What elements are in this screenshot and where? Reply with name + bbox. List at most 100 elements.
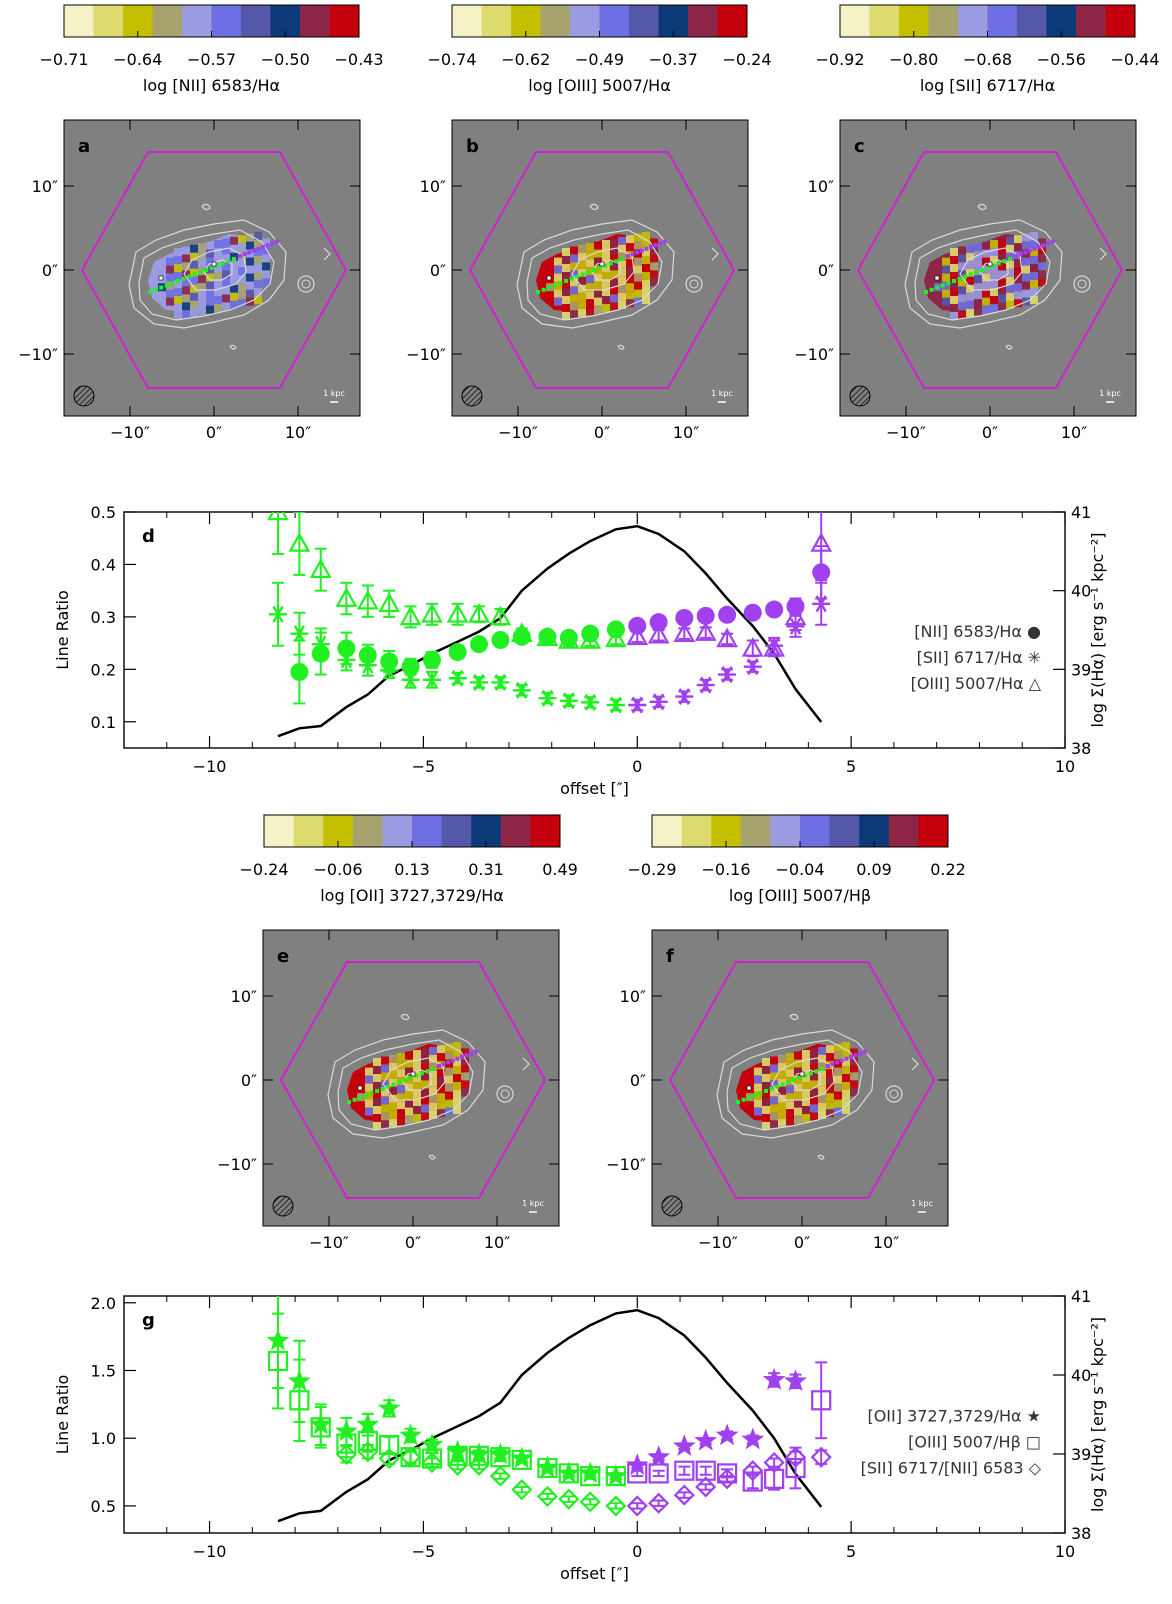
blob-pixel (570, 254, 578, 263)
data-point (674, 1460, 695, 1481)
blob-pixel (982, 241, 990, 250)
blob-pixel (786, 1109, 794, 1118)
aperture-green (187, 274, 192, 279)
blob-pixel (602, 256, 610, 264)
blob-pixel (942, 289, 950, 298)
blob-pixel (166, 265, 174, 274)
halpha-contour-knot (1077, 279, 1087, 289)
blob-pixel (850, 1088, 858, 1097)
blob-pixel (586, 243, 594, 252)
halpha-contour-knot (297, 275, 315, 293)
data-point (489, 1465, 511, 1487)
aperture-green (580, 272, 585, 277)
blob-pixel (602, 264, 610, 272)
blob-pixel (206, 241, 214, 250)
blob-pixel (437, 1077, 445, 1086)
aperture-marker (357, 1085, 363, 1091)
blob-pixel (634, 257, 642, 266)
blob-pixel (230, 236, 238, 245)
aperture-purple (826, 1064, 830, 1068)
data-point (605, 1495, 627, 1517)
aperture-green (780, 1082, 785, 1087)
halpha-contour (526, 229, 663, 321)
data-point-diamond (695, 1476, 717, 1498)
colorbar-tick-label: −0.49 (575, 50, 624, 69)
aperture-purple (473, 1049, 478, 1054)
aperture-purple (644, 246, 649, 251)
data-point (784, 602, 807, 631)
blob-pixel (405, 1067, 413, 1076)
blob-pixel (214, 288, 222, 296)
aperture-purple (1037, 245, 1041, 249)
blob-pixel (254, 288, 262, 296)
map-y-tick-label: 0″ (241, 1071, 257, 1090)
blob-pixel (1022, 241, 1030, 250)
halpha-contour-small (617, 344, 625, 350)
data-point-asterisk (422, 671, 441, 689)
blob-pixel (778, 1094, 786, 1103)
blob-pixel (850, 1056, 858, 1065)
colorbar-b: −0.74 −0.62 −0.49 −0.37 −0.24 log [OIII] 5007… (427, 4, 772, 95)
data-point (673, 622, 696, 642)
blob-pixel (373, 1114, 381, 1122)
data-point (673, 1484, 695, 1506)
data-point-square (289, 1390, 310, 1411)
data-point-triangle (267, 512, 289, 521)
blob-pixel (397, 1093, 405, 1102)
blob-pixel (610, 278, 618, 287)
blob-pixel (461, 1056, 469, 1065)
blob-pixel (373, 1106, 381, 1114)
blob-pixel (1038, 238, 1046, 247)
map-ticks (652, 930, 948, 1226)
blob-pixel (570, 302, 578, 311)
scale-bar-label: 1 kpc (1099, 389, 1121, 398)
data-point-triangle (309, 558, 332, 578)
aperture-purple (256, 246, 261, 251)
data-point (580, 1466, 601, 1487)
data-point-diamond (421, 1452, 443, 1474)
data-point-circle (422, 650, 441, 669)
colorbar-swatch (652, 815, 683, 847)
blob-pixel (762, 1122, 770, 1130)
blob-pixel (818, 1070, 826, 1079)
colorbar-swatch (570, 5, 600, 37)
blob-pixel (942, 281, 950, 290)
halpha-contour-small (1005, 344, 1013, 350)
blob-pixel (198, 299, 206, 308)
colorbar-tick-label: −0.68 (963, 50, 1012, 69)
blob-pixel (578, 308, 586, 317)
data-point (289, 1358, 310, 1442)
data-point-star (694, 1428, 718, 1451)
data-point-triangle (335, 587, 358, 607)
blob-pixel (794, 1099, 802, 1108)
aperture-green (159, 285, 164, 290)
blob-pixel (618, 268, 626, 277)
aperture-green (957, 276, 962, 281)
blob-pixel (770, 1056, 778, 1065)
data-point (606, 696, 625, 714)
scale-bar-label: 1 kpc (911, 1199, 933, 1208)
aperture-green (209, 265, 214, 270)
aperture-green (408, 1075, 413, 1080)
blob-pixel (998, 262, 1006, 271)
blob-pixel (437, 1093, 445, 1102)
colorbar-swatch (241, 5, 271, 37)
blob-pixel (594, 241, 602, 250)
data-point-asterisk (675, 688, 694, 705)
blob-pixel (950, 280, 958, 288)
colorbar-swatch (717, 5, 748, 37)
blob-pixel (626, 267, 634, 276)
blob-pixel (421, 1112, 429, 1121)
colorbar-swatch (540, 5, 571, 37)
data-point (559, 692, 578, 710)
colorbar-swatch (530, 815, 561, 847)
blob-pixel (445, 1067, 453, 1076)
blob-pixel (818, 1078, 826, 1087)
data-point-triangle (421, 603, 443, 623)
map-y-tick-label: 10″ (32, 177, 58, 196)
map-ticks (452, 120, 748, 416)
blob-pixel (990, 240, 998, 248)
blob-pixel (974, 307, 982, 316)
aperture-purple (653, 243, 658, 248)
data-point-triangle (378, 592, 401, 613)
